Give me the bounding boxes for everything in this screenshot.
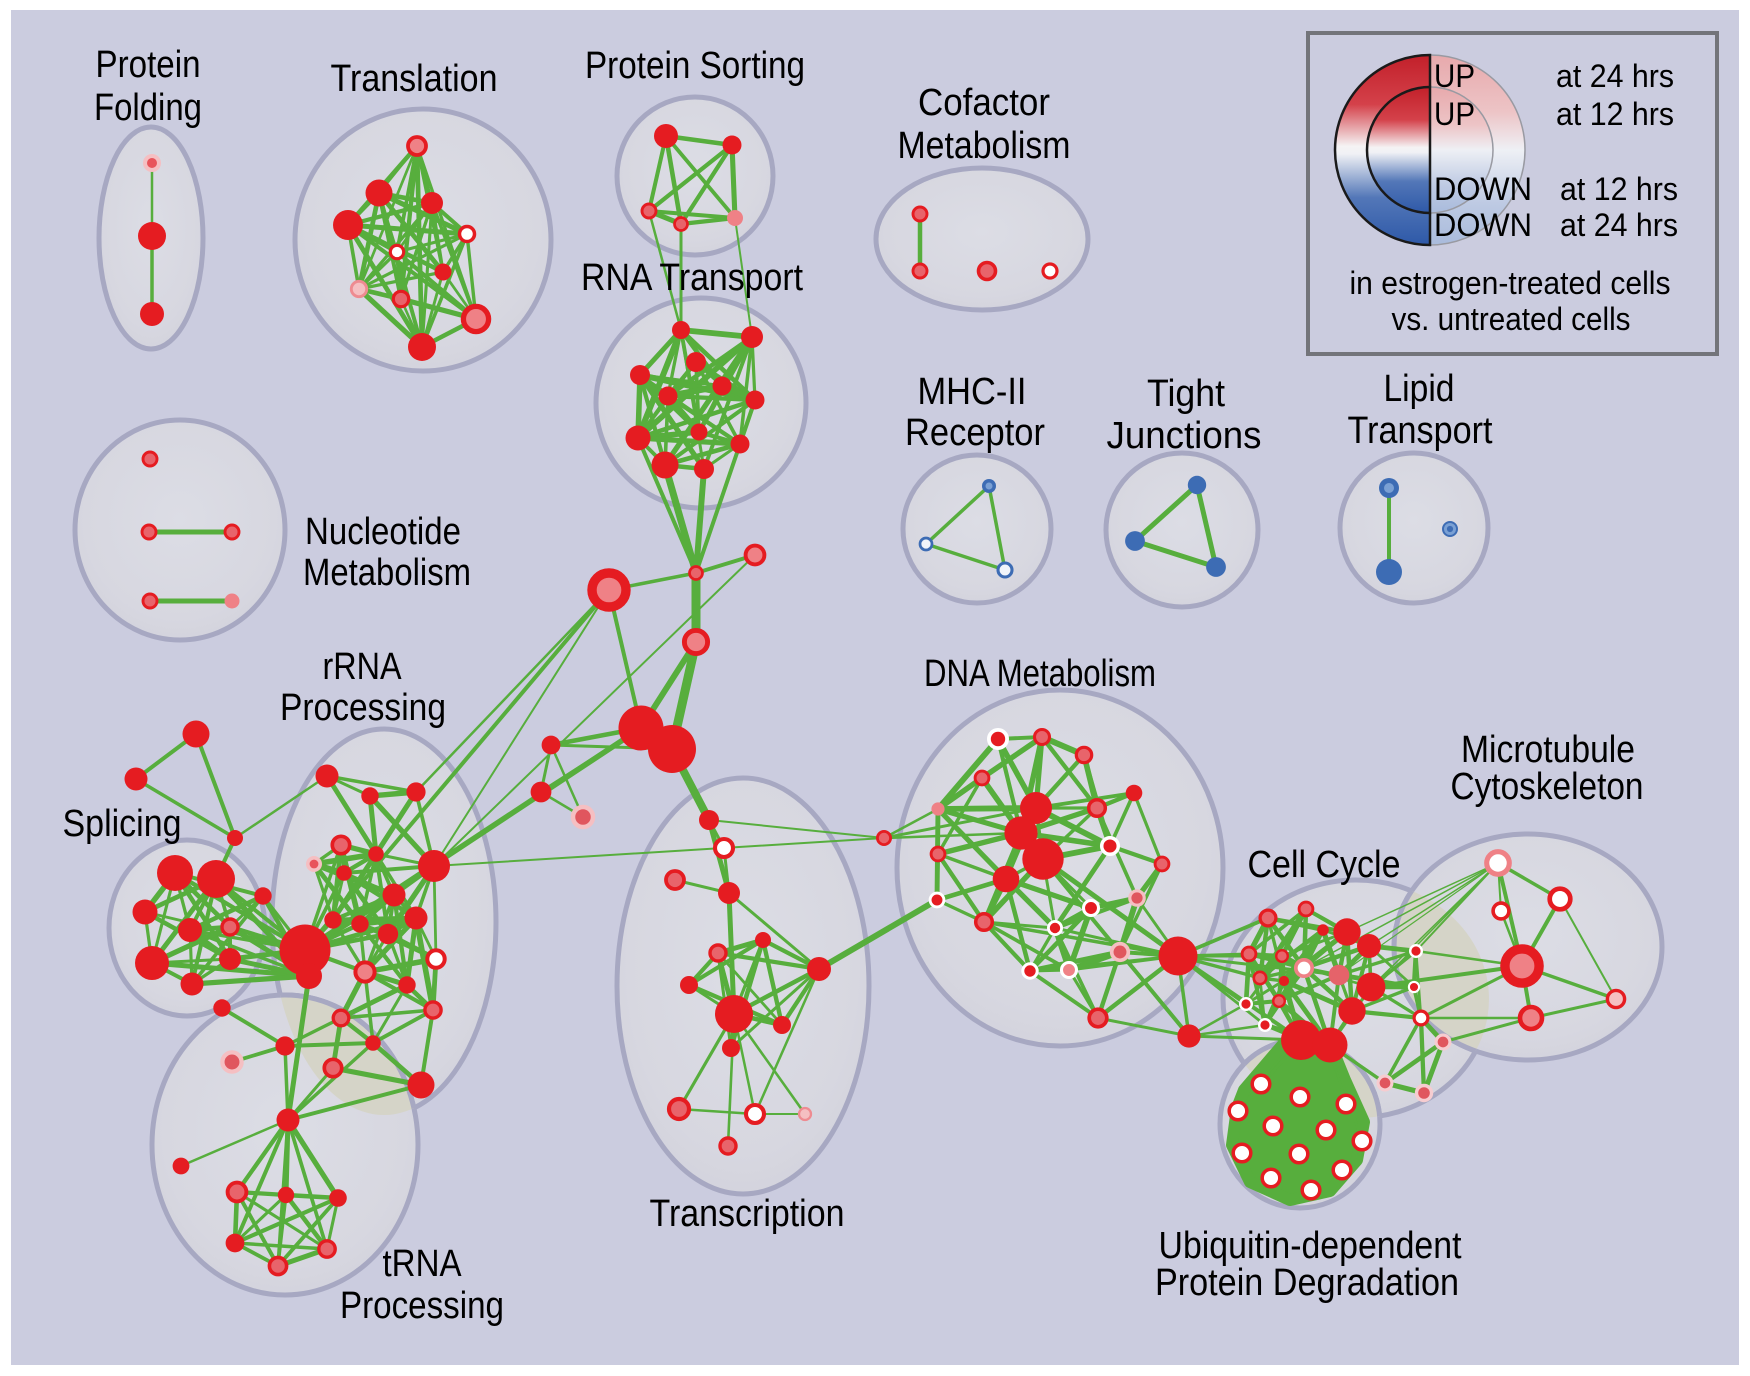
- svg-text:Metabolism: Metabolism: [303, 552, 471, 594]
- svg-text:RNA Transport: RNA Transport: [581, 257, 803, 299]
- svg-text:Microtubule: Microtubule: [1461, 729, 1635, 771]
- svg-text:at 12 hrs: at 12 hrs: [1556, 96, 1674, 132]
- svg-text:Lipid: Lipid: [1384, 368, 1455, 410]
- svg-text:Folding: Folding: [94, 87, 202, 129]
- svg-text:at 24 hrs: at 24 hrs: [1556, 58, 1674, 94]
- svg-text:MHC-II: MHC-II: [918, 371, 1027, 413]
- svg-text:Protein: Protein: [96, 44, 201, 86]
- svg-text:tRNA: tRNA: [383, 1243, 463, 1285]
- svg-text:UP: UP: [1434, 96, 1475, 132]
- svg-text:Nucleotide: Nucleotide: [305, 511, 461, 553]
- svg-text:Translation: Translation: [331, 58, 498, 100]
- svg-text:Processing: Processing: [340, 1285, 504, 1327]
- svg-text:Protein Sorting: Protein Sorting: [585, 45, 805, 87]
- svg-text:DNA Metabolism: DNA Metabolism: [924, 653, 1156, 695]
- svg-text:Splicing: Splicing: [63, 803, 182, 845]
- svg-text:Metabolism: Metabolism: [898, 125, 1071, 167]
- svg-text:Ubiquitin-dependent: Ubiquitin-dependent: [1159, 1225, 1462, 1267]
- svg-text:Tight: Tight: [1147, 373, 1225, 415]
- svg-text:Cofactor: Cofactor: [918, 82, 1050, 124]
- svg-text:Processing: Processing: [280, 687, 446, 729]
- svg-text:Transcription: Transcription: [650, 1193, 845, 1235]
- svg-text:vs. untreated cells: vs. untreated cells: [1392, 301, 1631, 337]
- svg-text:Junctions: Junctions: [1107, 415, 1262, 457]
- svg-text:Protein Degradation: Protein Degradation: [1155, 1262, 1459, 1304]
- svg-text:Cell Cycle: Cell Cycle: [1248, 844, 1401, 886]
- svg-text:Cytoskeleton: Cytoskeleton: [1451, 766, 1644, 808]
- svg-text:at 12 hrs: at 12 hrs: [1560, 171, 1678, 207]
- svg-text:Transport: Transport: [1348, 410, 1493, 452]
- svg-text:DOWN: DOWN: [1434, 171, 1532, 207]
- svg-text:Receptor: Receptor: [905, 412, 1045, 454]
- svg-text:DOWN: DOWN: [1434, 207, 1532, 243]
- svg-text:UP: UP: [1434, 58, 1475, 94]
- svg-text:in estrogen-treated cells: in estrogen-treated cells: [1350, 265, 1671, 301]
- svg-text:at 24 hrs: at 24 hrs: [1560, 207, 1678, 243]
- svg-text:rRNA: rRNA: [323, 646, 403, 688]
